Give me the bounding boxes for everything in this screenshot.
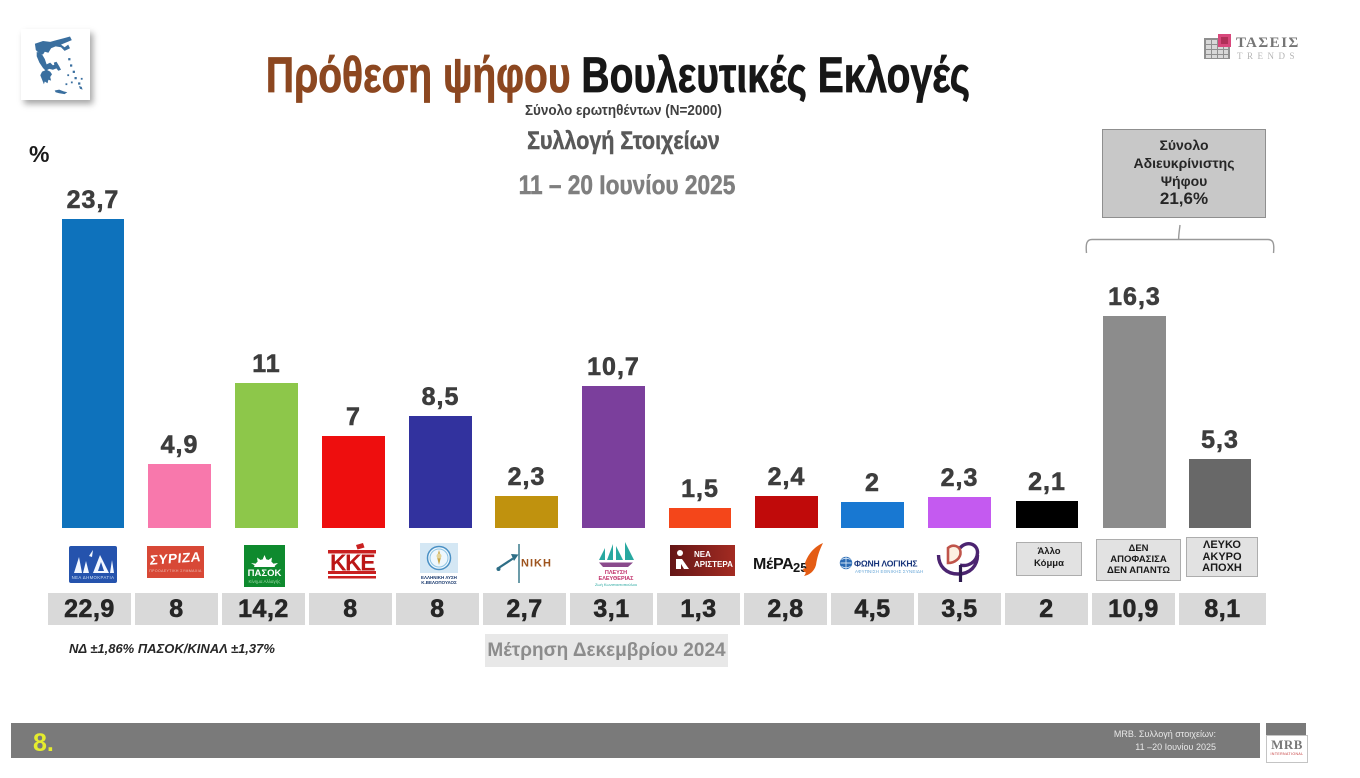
svg-text:ΝΕΑ ΔΗΜΟΚΡΑΤΙΑ: ΝΕΑ ΔΗΜΟΚΡΑΤΙΑ	[72, 575, 115, 580]
svg-text:TRENDS: TRENDS	[1237, 51, 1299, 61]
svg-text:ΠΛΕΥΣΗ: ΠΛΕΥΣΗ	[605, 570, 627, 576]
svg-text:Κίνημα Αλλαγής: Κίνημα Αλλαγής	[249, 578, 282, 584]
svg-text:ΝΙΚΗ: ΝΙΚΗ	[521, 558, 552, 570]
svg-text:ΚΚΕ: ΚΚΕ	[330, 550, 375, 576]
svg-text:ΤΑΣΕΙΣ: ΤΑΣΕΙΣ	[1236, 35, 1300, 51]
svg-text:ΕΛΕΥΘΕΡΙΑΣ: ΕΛΕΥΘΕΡΙΑΣ	[599, 576, 635, 582]
svg-text:ΠΑΣΟΚ: ΠΑΣΟΚ	[248, 568, 282, 579]
svg-text:ΜέΡΑ: ΜέΡΑ	[753, 556, 794, 573]
svg-text:Ζωή Κωνσταντοπούλου: Ζωή Κωνσταντοπούλου	[595, 582, 637, 587]
svg-text:ΑΦΥΠΝΙΣΗ ΕΘΝΙΚΗΣ ΣΥΝΕΙΔΗΣΗΣ: ΑΦΥΠΝΙΣΗ ΕΘΝΙΚΗΣ ΣΥΝΕΙΔΗΣΗΣ	[855, 569, 923, 574]
svg-text:ΦΩΝΗ ΛΟΓΙΚΗΣ: ΦΩΝΗ ΛΟΓΙΚΗΣ	[854, 559, 917, 569]
